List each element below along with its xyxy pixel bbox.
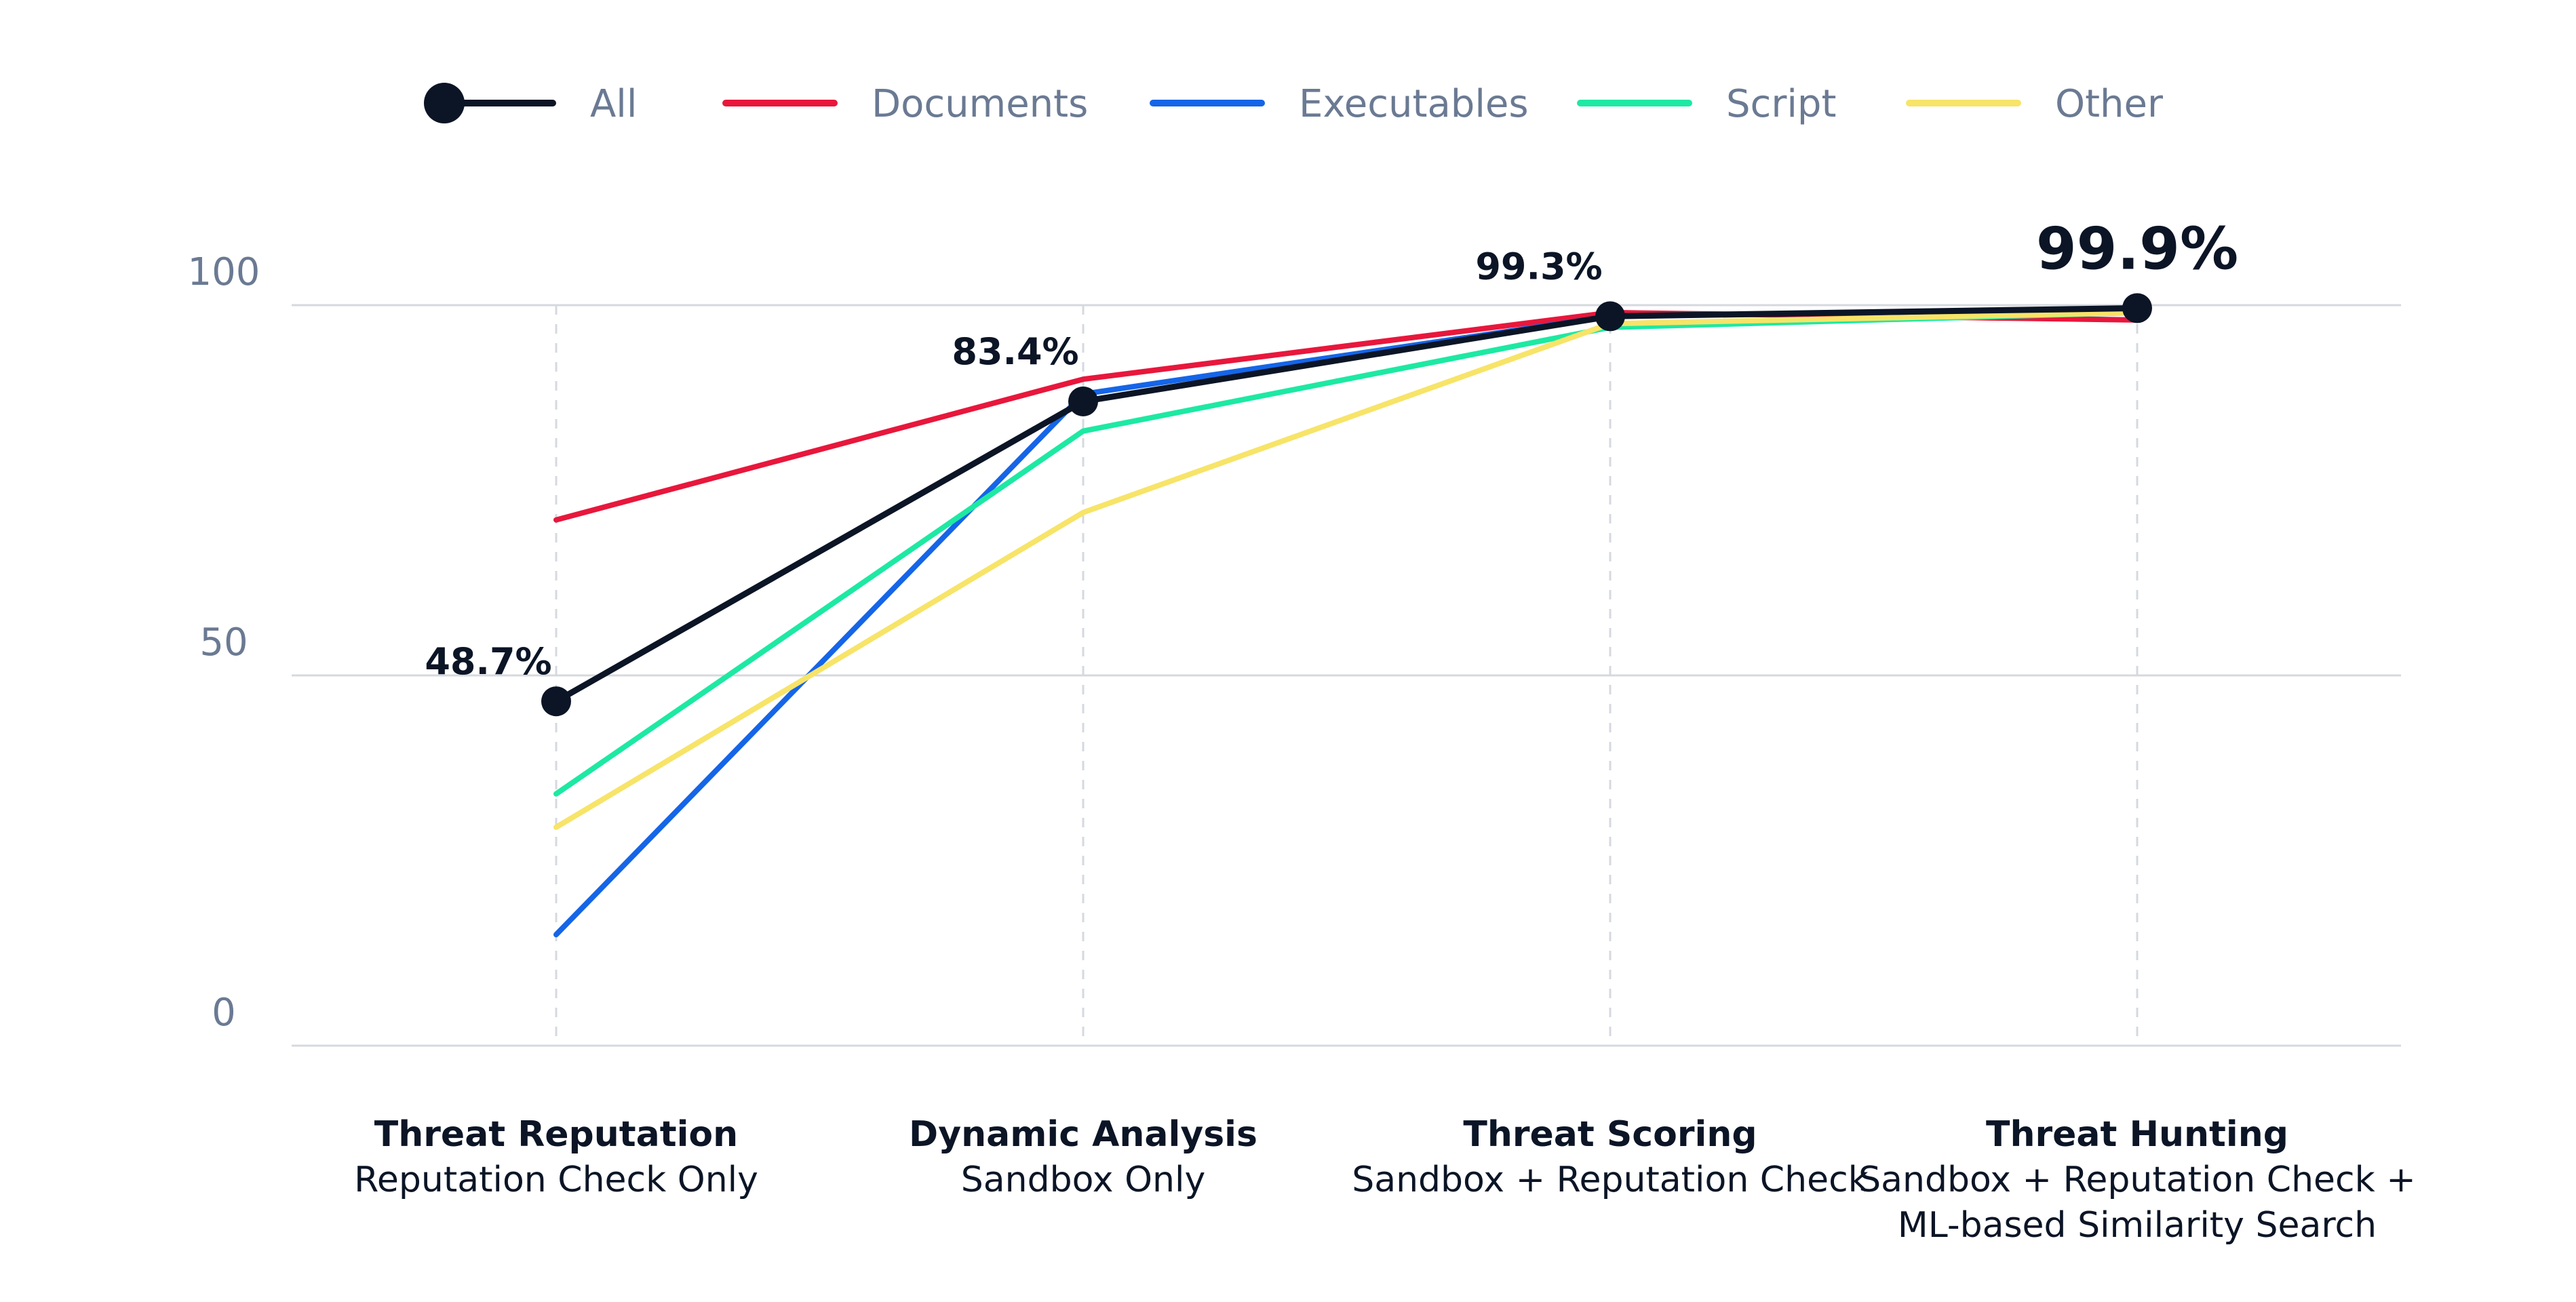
all-series-markers (541, 293, 2152, 717)
legend-label-documents: Documents (872, 82, 1088, 126)
legend-label-all: All (590, 82, 637, 126)
category-subtitle-threat-hunting-2: ML-based Similarity Search (1898, 1205, 2377, 1246)
category-title-threat-hunting: Threat Hunting (1986, 1114, 2288, 1155)
legend-item-documents: Documents (722, 82, 1088, 126)
category-title-threat-scoring: Threat Scoring (1463, 1114, 1757, 1155)
legend-label-other: Other (2055, 82, 2164, 126)
category-title-threat-reputation: Threat Reputation (374, 1114, 738, 1155)
grid-lines (292, 304, 2401, 1047)
category-subtitle-threat-hunting-1: Sandbox + Reputation Check + (1858, 1160, 2416, 1200)
series-line-other (553, 309, 2140, 830)
all-marker-4 (2122, 293, 2152, 323)
category-subtitle-threat-reputation-1: Reputation Check Only (354, 1160, 758, 1200)
data-label-3: 99.3% (1475, 245, 1602, 288)
all-marker-1 (541, 686, 571, 717)
category-subtitle-threat-scoring-1: Sandbox + Reputation Check (1352, 1160, 1869, 1200)
legend-marker-all (424, 83, 465, 123)
series-line-script (553, 309, 2140, 797)
y-axis-ticks: 0 50 100 (188, 250, 260, 1035)
legend-item-script: Script (1577, 82, 1836, 126)
all-marker-2 (1068, 386, 1098, 416)
data-label-2: 83.4% (952, 330, 1078, 373)
legend-item-all: All (424, 82, 637, 126)
series-line-executables (553, 306, 2140, 938)
legend-item-other: Other (1906, 82, 2164, 126)
legend-item-executables: Executables (1150, 82, 1529, 126)
y-tick-label-50: 50 (199, 620, 248, 665)
x-axis-categories: Threat Reputation Reputation Check Only Dy… (354, 1114, 2416, 1246)
y-tick-label-100: 100 (188, 250, 260, 294)
y-tick-label-0: 0 (212, 991, 236, 1035)
data-label-1: 48.7% (425, 640, 551, 683)
series-lines (553, 304, 2141, 938)
category-subtitle-dynamic-analysis-1: Sandbox Only (961, 1160, 1205, 1200)
category-title-dynamic-analysis: Dynamic Analysis (909, 1114, 1257, 1155)
legend-label-script: Script (1726, 82, 1836, 126)
data-labels: 48.7% 83.4% 99.3% 99.9% (425, 215, 2238, 683)
all-marker-3 (1595, 301, 1625, 332)
data-label-4: 99.9% (2036, 215, 2238, 283)
legend-label-executables: Executables (1299, 82, 1529, 126)
series-line-all (553, 304, 2141, 705)
legend: All Documents Executables Script Other (424, 82, 2164, 126)
